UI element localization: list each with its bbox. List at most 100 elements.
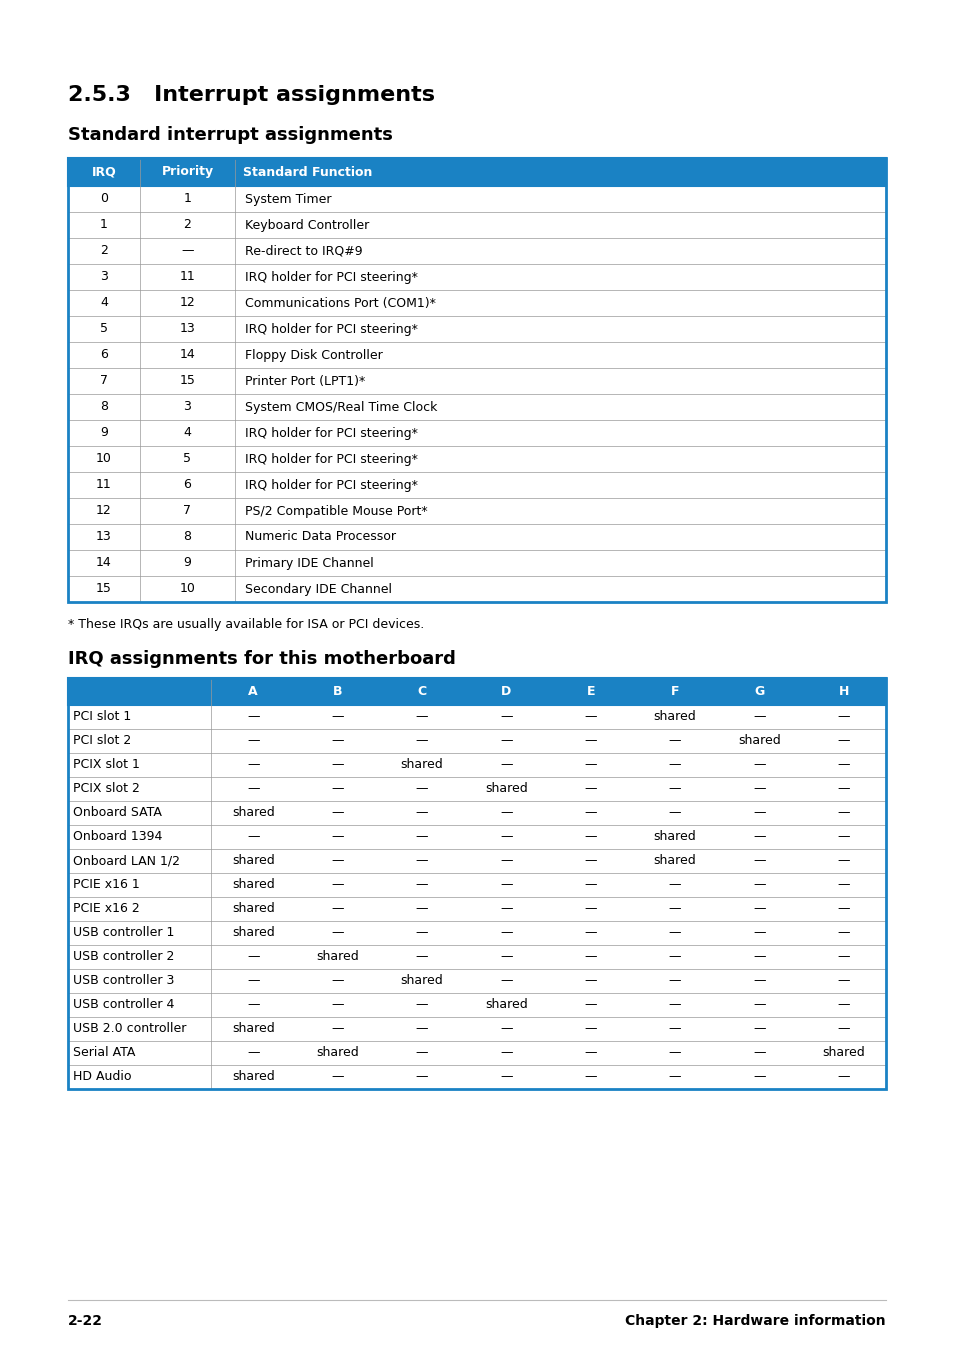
Text: —: — xyxy=(499,902,512,916)
Text: 10: 10 xyxy=(179,582,195,596)
Text: —: — xyxy=(584,831,597,843)
Bar xyxy=(68,263,885,290)
Text: 2.5.3   Interrupt assignments: 2.5.3 Interrupt assignments xyxy=(68,85,435,105)
Bar xyxy=(68,969,885,993)
Text: shared: shared xyxy=(653,711,696,724)
Text: shared: shared xyxy=(484,782,527,796)
Text: 12: 12 xyxy=(96,504,112,517)
Text: —: — xyxy=(416,735,428,747)
Text: —: — xyxy=(668,1047,680,1059)
Bar xyxy=(68,446,885,471)
Text: —: — xyxy=(584,974,597,988)
Text: —: — xyxy=(247,1047,259,1059)
Text: IRQ holder for PCI steering*: IRQ holder for PCI steering* xyxy=(245,270,417,284)
Text: Onboard LAN 1/2: Onboard LAN 1/2 xyxy=(73,854,180,867)
Text: shared: shared xyxy=(232,1070,274,1084)
Text: —: — xyxy=(331,927,343,939)
Text: 3: 3 xyxy=(100,270,108,284)
Text: —: — xyxy=(753,854,765,867)
Text: Re-direct to IRQ#9: Re-direct to IRQ#9 xyxy=(245,245,362,258)
Text: D: D xyxy=(500,685,511,698)
Text: —: — xyxy=(753,998,765,1012)
Text: Chapter 2: Hardware information: Chapter 2: Hardware information xyxy=(625,1315,885,1328)
Bar xyxy=(68,873,885,897)
Text: 10: 10 xyxy=(96,453,112,466)
Text: —: — xyxy=(331,807,343,820)
Text: shared: shared xyxy=(653,831,696,843)
Text: —: — xyxy=(584,1047,597,1059)
Text: Primary IDE Channel: Primary IDE Channel xyxy=(245,557,374,570)
Text: —: — xyxy=(499,951,512,963)
Text: —: — xyxy=(753,711,765,724)
Text: —: — xyxy=(668,758,680,771)
Text: —: — xyxy=(753,831,765,843)
Text: —: — xyxy=(837,998,849,1012)
Text: IRQ: IRQ xyxy=(91,166,116,178)
Text: —: — xyxy=(499,854,512,867)
Bar xyxy=(68,394,885,420)
Bar xyxy=(68,238,885,263)
Text: —: — xyxy=(837,951,849,963)
Text: —: — xyxy=(247,951,259,963)
Text: 8: 8 xyxy=(183,531,192,543)
Text: —: — xyxy=(247,998,259,1012)
Bar xyxy=(68,993,885,1017)
Text: 15: 15 xyxy=(179,374,195,388)
Text: Serial ATA: Serial ATA xyxy=(73,1047,135,1059)
Bar xyxy=(68,158,885,186)
Text: —: — xyxy=(416,1047,428,1059)
Text: 6: 6 xyxy=(100,349,108,362)
Text: IRQ holder for PCI steering*: IRQ holder for PCI steering* xyxy=(245,427,417,439)
Bar xyxy=(68,678,885,1089)
Text: —: — xyxy=(499,758,512,771)
Text: —: — xyxy=(247,782,259,796)
Text: —: — xyxy=(584,902,597,916)
Bar xyxy=(68,576,885,603)
Text: shared: shared xyxy=(315,951,358,963)
Bar xyxy=(68,499,885,524)
Text: 9: 9 xyxy=(100,427,108,439)
Text: shared: shared xyxy=(232,927,274,939)
Text: —: — xyxy=(499,711,512,724)
Text: —: — xyxy=(753,782,765,796)
Text: 15: 15 xyxy=(96,582,112,596)
Text: 2: 2 xyxy=(100,245,108,258)
Bar xyxy=(68,1042,885,1065)
Text: 13: 13 xyxy=(96,531,112,543)
Text: USB 2.0 controller: USB 2.0 controller xyxy=(73,1023,186,1035)
Bar xyxy=(68,158,885,603)
Text: 1: 1 xyxy=(100,219,108,231)
Text: —: — xyxy=(331,711,343,724)
Text: —: — xyxy=(331,1023,343,1035)
Text: 4: 4 xyxy=(183,427,192,439)
Text: USB controller 2: USB controller 2 xyxy=(73,951,174,963)
Text: —: — xyxy=(668,927,680,939)
Text: —: — xyxy=(668,998,680,1012)
Bar xyxy=(68,1065,885,1089)
Text: —: — xyxy=(331,782,343,796)
Text: —: — xyxy=(416,854,428,867)
Text: —: — xyxy=(753,1070,765,1084)
Text: 11: 11 xyxy=(179,270,195,284)
Text: —: — xyxy=(753,902,765,916)
Text: E: E xyxy=(586,685,595,698)
Text: Secondary IDE Channel: Secondary IDE Channel xyxy=(245,582,392,596)
Text: shared: shared xyxy=(821,1047,864,1059)
Text: PCI slot 2: PCI slot 2 xyxy=(73,735,132,747)
Text: Onboard SATA: Onboard SATA xyxy=(73,807,162,820)
Text: —: — xyxy=(416,902,428,916)
Text: PCIE x16 2: PCIE x16 2 xyxy=(73,902,139,916)
Text: shared: shared xyxy=(653,854,696,867)
Bar xyxy=(68,1017,885,1042)
Text: —: — xyxy=(416,1070,428,1084)
Text: shared: shared xyxy=(484,998,527,1012)
Text: —: — xyxy=(753,951,765,963)
Text: —: — xyxy=(837,735,849,747)
Bar xyxy=(68,753,885,777)
Bar xyxy=(68,730,885,753)
Text: —: — xyxy=(331,831,343,843)
Text: PCIX slot 2: PCIX slot 2 xyxy=(73,782,140,796)
Text: 2-22: 2-22 xyxy=(68,1315,103,1328)
Text: USB controller 1: USB controller 1 xyxy=(73,927,174,939)
Text: 5: 5 xyxy=(100,323,108,335)
